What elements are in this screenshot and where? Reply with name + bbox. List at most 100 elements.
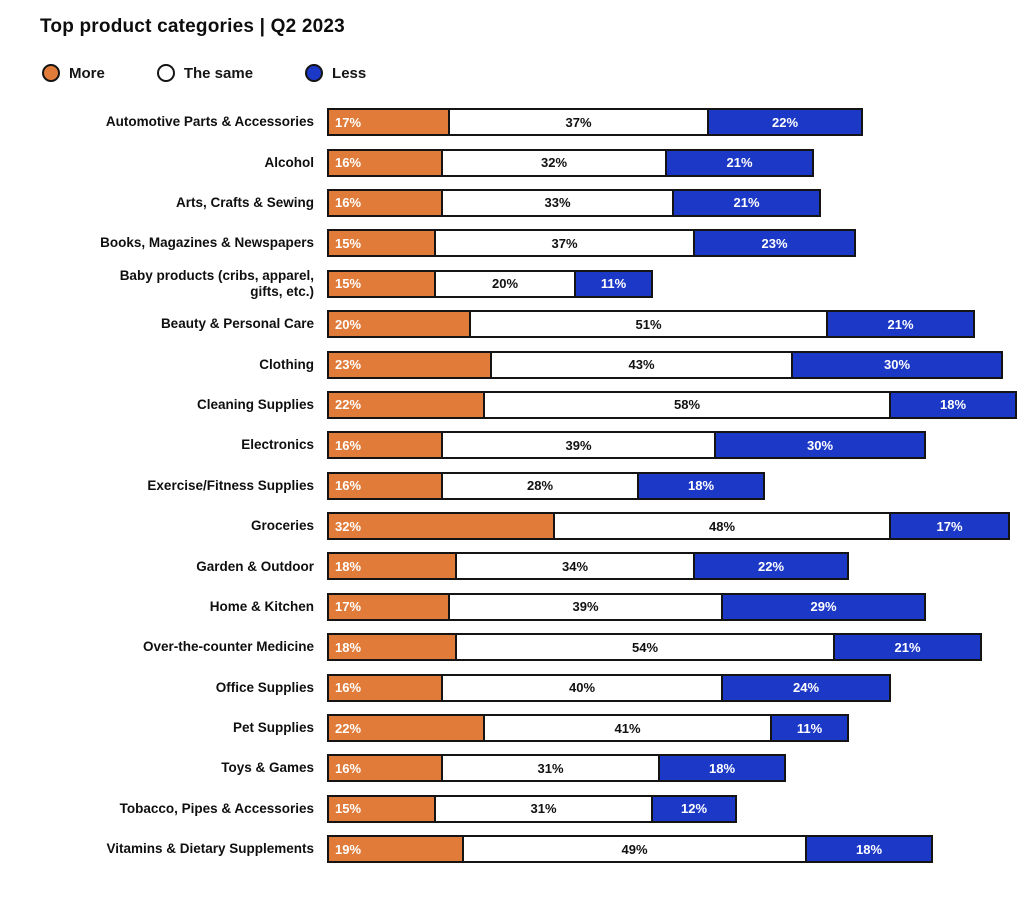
bar-segment-same: 43% [490, 352, 791, 377]
chart-row: Toys & Games 16% 31% 18% [0, 748, 1024, 788]
bar-segment-less: 18% [889, 392, 1015, 417]
category-label: Groceries [250, 518, 314, 534]
bar-segment-more: 19% [329, 837, 462, 862]
stacked-bar: 18% 34% 22% [327, 552, 849, 581]
stacked-bar: 16% 33% 21% [327, 188, 821, 217]
legend-swatch-more-icon [42, 64, 60, 82]
segment-value-label: 15% [335, 276, 362, 292]
bar-segment-less: 23% [693, 231, 854, 256]
chart-row: Books, Magazines & Newspapers 15% 37% 23% [0, 223, 1024, 263]
category-label: Alcohol [264, 154, 315, 170]
stacked-bar: 16% 32% 21% [327, 148, 814, 177]
segment-value-label: 43% [628, 357, 655, 373]
segment-value-label: 20% [335, 316, 362, 332]
bar-segment-same: 32% [441, 150, 665, 175]
bar-segment-less: 11% [574, 271, 651, 296]
bar-segment-same: 41% [483, 716, 770, 741]
segment-value-label: 15% [335, 235, 362, 251]
segment-value-label: 21% [887, 316, 914, 332]
bar-segment-same: 31% [441, 756, 658, 781]
segment-value-label: 23% [761, 235, 788, 251]
stacked-bar: 16% 40% 24% [327, 673, 891, 702]
segment-value-label: 37% [551, 235, 578, 251]
bar-segment-more: 23% [329, 352, 490, 377]
segment-value-label: 21% [726, 155, 753, 171]
segment-value-label: 32% [335, 518, 362, 534]
stacked-bar: 16% 31% 18% [327, 754, 786, 783]
legend-swatch-less-icon [305, 64, 324, 82]
legend-swatch-same-icon [156, 64, 175, 82]
bar-segment-same: 39% [448, 594, 721, 619]
stacked-bar: 16% 39% 30% [327, 431, 926, 460]
category-label: Pet Supplies [232, 720, 314, 736]
bar-segment-less: 11% [770, 716, 847, 741]
legend-item-same: The same [156, 64, 253, 82]
legend-item-less: Less [305, 64, 366, 82]
bar-segment-same: 33% [441, 190, 672, 215]
segment-value-label: 39% [565, 437, 592, 453]
bar-segment-less: 21% [672, 190, 819, 215]
bar-segment-more: 17% [329, 110, 448, 135]
bar-segment-same: 54% [455, 635, 833, 660]
chart-row: Groceries 32% 48% 17% [0, 506, 1024, 546]
bar-segment-same: 58% [483, 392, 889, 417]
bar-segment-same: 49% [462, 837, 805, 862]
segment-value-label: 11% [796, 720, 823, 736]
category-label: Vitamins & Dietary Supplements [106, 841, 314, 857]
category-label: Arts, Crafts & Sewing [175, 195, 314, 211]
bar-segment-less: 18% [658, 756, 784, 781]
bar-segment-more: 22% [329, 392, 483, 417]
segment-value-label: 54% [631, 639, 659, 655]
segment-value-label: 17% [335, 599, 362, 615]
segment-value-label: 48% [708, 518, 736, 534]
bar-segment-same: 37% [434, 231, 693, 256]
stacked-bar: 16% 28% 18% [327, 471, 765, 500]
segment-value-label: 34% [561, 558, 589, 574]
bar-segment-same: 37% [448, 110, 707, 135]
bar-segment-same: 20% [434, 271, 574, 296]
segment-value-label: 18% [939, 397, 967, 413]
chart-row: Arts, Crafts & Sewing 16% 33% 21% [0, 183, 1024, 223]
segment-value-label: 23% [335, 357, 362, 373]
category-label: Over-the-counter Medicine [142, 639, 314, 655]
bar-segment-more: 16% [329, 150, 441, 175]
bar-segment-same: 48% [553, 514, 889, 539]
bar-segment-less: 18% [637, 473, 763, 498]
stacked-bar: 23% 43% 30% [327, 350, 1003, 379]
bar-segment-more: 22% [329, 716, 483, 741]
segment-value-label: 30% [883, 357, 911, 373]
bar-segment-same: 31% [434, 796, 651, 821]
category-label: Clothing [259, 356, 314, 372]
category-label: Home & Kitchen [209, 598, 314, 614]
bar-segment-more: 32% [329, 514, 553, 539]
bar-segment-less: 18% [805, 837, 931, 862]
stacked-bar: 15% 31% 12% [327, 794, 737, 823]
stacked-bar: 32% 48% 17% [327, 512, 1010, 541]
segment-value-label: 51% [635, 316, 662, 332]
category-label: Toys & Games [221, 760, 314, 776]
chart-row: Home & Kitchen 17% 39% 29% [0, 587, 1024, 627]
category-label: Baby products (cribs, apparel, gifts, et… [119, 267, 314, 299]
bar-segment-same: 51% [469, 312, 826, 337]
chart-row: Clothing 23% 43% 30% [0, 344, 1024, 384]
segment-value-label: 17% [335, 114, 362, 130]
bar-segment-less: 22% [707, 110, 861, 135]
chart-rows: Automotive Parts & Accessories 17% 37% 22% A… [0, 102, 1024, 869]
category-label: Books, Magazines & Newspapers [100, 235, 314, 251]
segment-value-label: 37% [565, 114, 592, 130]
bar-segment-more: 16% [329, 473, 441, 498]
segment-value-label: 18% [335, 558, 362, 574]
category-label: Office Supplies [215, 679, 314, 695]
segment-value-label: 31% [537, 760, 564, 776]
bar-segment-more: 16% [329, 190, 441, 215]
segment-value-label: 33% [544, 195, 571, 211]
category-label: Cleaning Supplies [196, 396, 314, 412]
chart-row: Garden & Outdoor 18% 34% 22% [0, 546, 1024, 586]
stacked-bar: 22% 41% 11% [327, 714, 849, 743]
segment-value-label: 18% [855, 841, 883, 857]
segment-value-label: 15% [335, 801, 362, 817]
bar-segment-less: 30% [791, 352, 1001, 377]
segment-value-label: 40% [568, 680, 596, 696]
legend-item-more: More [42, 64, 105, 82]
segment-value-label: 39% [572, 599, 599, 615]
